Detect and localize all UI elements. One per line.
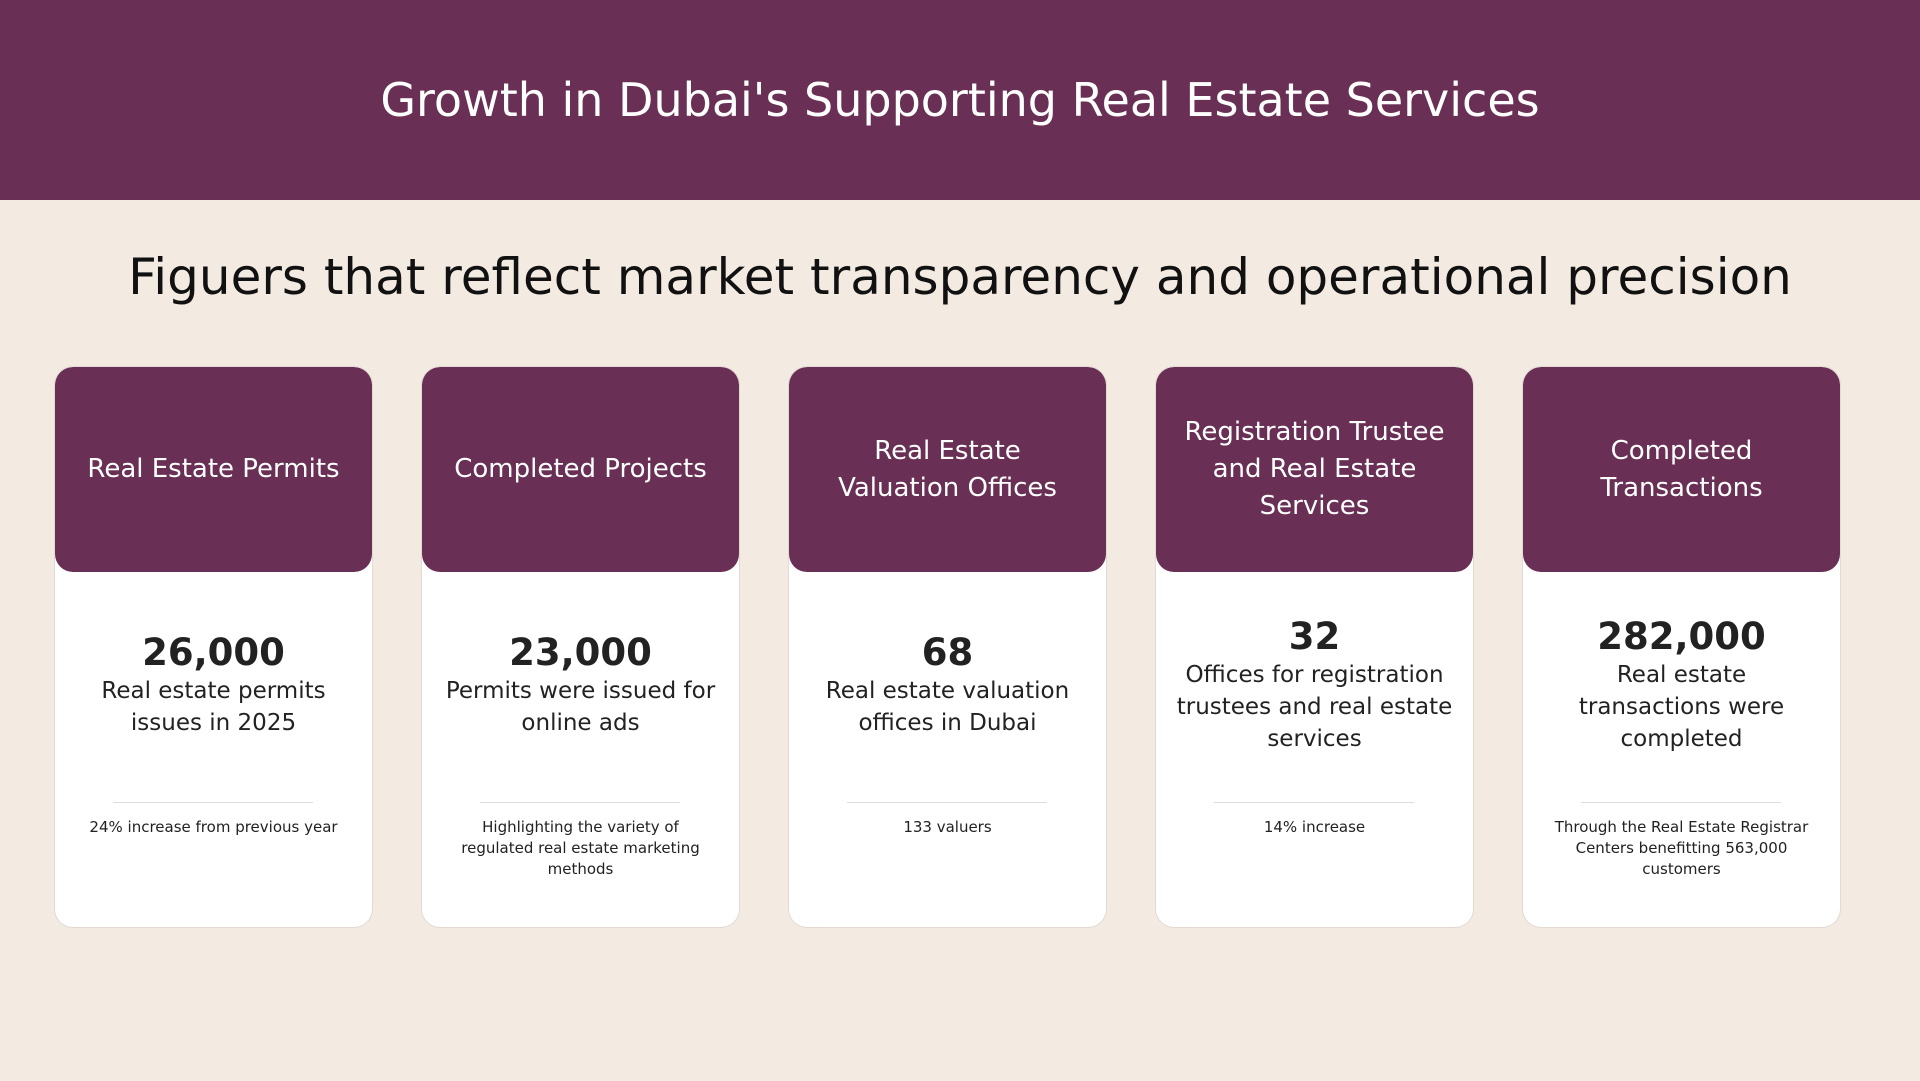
- stat-value: 23,000: [509, 630, 652, 674]
- stat-card: Real Estate Permits 26,000 Real estate per…: [55, 367, 372, 927]
- stat-description: Real estate valuation offices in Dubai: [825, 677, 1070, 736]
- header: Growth in Dubai's Supporting Real Estate…: [0, 0, 1920, 200]
- divider: [847, 802, 1047, 803]
- stat-note: Through the Real Estate Registrar Center…: [1554, 818, 1809, 878]
- divider: [480, 802, 680, 803]
- card-body: 68 Real estate valuation offices in Dubai: [789, 572, 1106, 797]
- stat-note: Highlighting the variety of regulated re…: [461, 818, 700, 878]
- page-title: Growth in Dubai's Supporting Real Estate…: [380, 73, 1540, 127]
- divider: [1581, 802, 1781, 803]
- stat-card: Real Estate Valuation Offices 68 Real esta…: [789, 367, 1106, 927]
- subtitle: Figuers that reflect market transparency…: [128, 248, 1792, 306]
- card-body: 23,000 Permits were issued for online ads: [422, 572, 739, 797]
- card-title: Real Estate Valuation Offices: [789, 367, 1106, 572]
- stat-description: Permits were issued for online ads: [445, 677, 716, 736]
- stat-card: Completed Projects 23,000 Permits were iss…: [422, 367, 739, 927]
- stat-note: 24% increase from previous year: [89, 818, 338, 836]
- stat-note: 133 valuers: [903, 818, 992, 836]
- stat-card: Registration Trustee and Real Estate Ser…: [1156, 367, 1473, 927]
- stat-value: 26,000: [142, 630, 285, 674]
- stat-card: Completed Transactions 282,000 Real estate…: [1523, 367, 1840, 927]
- divider: [113, 802, 313, 803]
- card-body: 32 Offices for registration trustees and …: [1156, 572, 1473, 797]
- card-title: Registration Trustee and Real Estate Ser…: [1156, 367, 1473, 572]
- stat-value: 32: [1288, 614, 1341, 658]
- stat-description: Offices for registration trustees and re…: [1176, 661, 1453, 752]
- card-title: Completed Transactions: [1523, 367, 1840, 572]
- card-title: Completed Projects: [422, 367, 739, 572]
- stat-note: 14% increase: [1263, 818, 1366, 836]
- stat-description: Real estate permits issues in 2025: [101, 677, 326, 736]
- card-title: Real Estate Permits: [55, 367, 372, 572]
- divider: [1214, 802, 1414, 803]
- stat-description: Real estate transactions were completed: [1578, 661, 1785, 752]
- card-body: 26,000 Real estate permits issues in 2025: [55, 572, 372, 797]
- card-body: 282,000 Real estate transactions were com…: [1523, 572, 1840, 797]
- stat-value: 282,000: [1597, 614, 1766, 658]
- stat-value: 68: [921, 630, 974, 674]
